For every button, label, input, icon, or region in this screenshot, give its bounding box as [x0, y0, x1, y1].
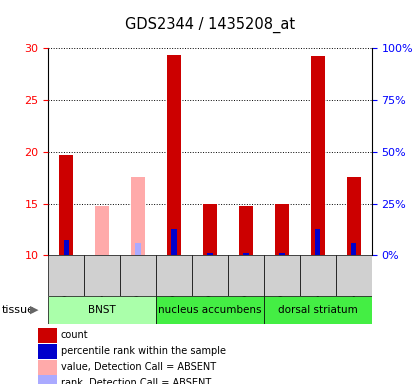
- Bar: [156, 255, 192, 296]
- Bar: [63, 240, 69, 255]
- Bar: [279, 253, 285, 255]
- Bar: [275, 204, 289, 255]
- Bar: [48, 296, 156, 324]
- Bar: [346, 177, 361, 255]
- Bar: [59, 155, 74, 255]
- Bar: [192, 255, 228, 296]
- Bar: [38, 360, 57, 375]
- Bar: [84, 255, 120, 296]
- Bar: [135, 243, 141, 255]
- Bar: [167, 55, 181, 255]
- Bar: [311, 56, 325, 255]
- Bar: [120, 255, 156, 296]
- Text: nucleus accumbens: nucleus accumbens: [158, 305, 262, 315]
- Text: rank, Detection Call = ABSENT: rank, Detection Call = ABSENT: [61, 378, 211, 384]
- Bar: [38, 328, 57, 343]
- Bar: [351, 243, 357, 255]
- Text: dorsal striatum: dorsal striatum: [278, 305, 358, 315]
- Bar: [243, 253, 249, 255]
- Text: BNST: BNST: [88, 305, 116, 315]
- Bar: [207, 253, 213, 255]
- Bar: [264, 296, 372, 324]
- Bar: [131, 177, 145, 255]
- Bar: [239, 205, 253, 255]
- Bar: [48, 255, 84, 296]
- Text: value, Detection Call = ABSENT: value, Detection Call = ABSENT: [61, 362, 216, 372]
- Text: ▶: ▶: [30, 305, 39, 315]
- Bar: [336, 255, 372, 296]
- Bar: [300, 255, 336, 296]
- Bar: [156, 296, 264, 324]
- Text: percentile rank within the sample: percentile rank within the sample: [61, 346, 226, 356]
- Text: GDS2344 / 1435208_at: GDS2344 / 1435208_at: [125, 17, 295, 33]
- Text: tissue: tissue: [2, 305, 35, 315]
- Bar: [228, 255, 264, 296]
- Bar: [203, 204, 217, 255]
- Bar: [95, 205, 109, 255]
- Bar: [38, 376, 57, 384]
- Bar: [171, 229, 177, 255]
- Bar: [38, 344, 57, 359]
- Bar: [264, 255, 300, 296]
- Text: count: count: [61, 330, 89, 340]
- Bar: [315, 229, 320, 255]
